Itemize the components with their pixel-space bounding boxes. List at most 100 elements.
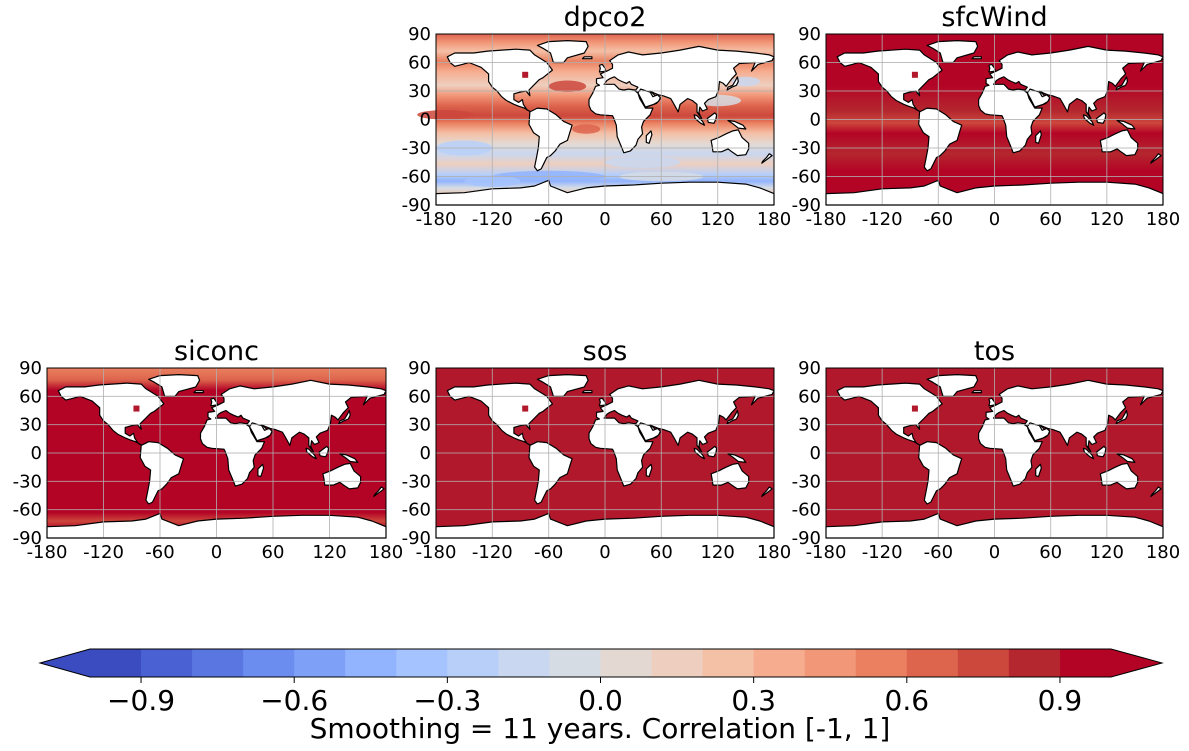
lon-tick-label: -120 <box>862 209 903 230</box>
lon-tick-label: -180 <box>27 542 68 563</box>
land-uk <box>598 397 607 407</box>
lon-tick-label: -180 <box>416 542 457 563</box>
map-panel-sos: sos 90 60 30 0 -30 -60 -90-180 -120 -60 0 60 120 180 <box>402 336 792 563</box>
map-frame <box>46 367 387 539</box>
land-newguinea <box>727 119 747 130</box>
lat-tick-label: 30 <box>408 81 431 102</box>
land-greenland <box>536 374 589 397</box>
lat-tick-label: -30 <box>402 138 431 159</box>
map-frame <box>825 367 1164 539</box>
lon-tick-label: 180 <box>1146 209 1180 230</box>
land-africa-eurasia <box>977 45 1164 154</box>
colorbar-swatch <box>192 649 244 677</box>
lat-tick-label: 0 <box>420 443 431 464</box>
lon-tick-label: -60 <box>145 542 174 563</box>
lat-tick-label: -60 <box>402 167 431 188</box>
land-madagascar <box>1035 463 1042 478</box>
land-north-america <box>446 382 554 446</box>
field-patch <box>417 110 474 120</box>
colorbar-tick-label: 0.6 <box>885 684 930 717</box>
lon-tick-label: -60 <box>534 542 563 563</box>
map-frame <box>825 33 1164 206</box>
great-lakes <box>522 71 529 78</box>
lon-tick-label: -60 <box>924 209 953 230</box>
land-africa-eurasia <box>588 45 775 154</box>
colorbar-tick-label: −0.3 <box>413 684 481 717</box>
map-panel-tos: tos 90 60 30 0 -30 -60 -90-180 -120 -60 0 60 120 180 <box>792 336 1181 563</box>
colorbar-swatch <box>141 649 193 677</box>
colorbar-swatch <box>804 649 857 677</box>
map-frame <box>435 367 775 539</box>
lon-tick-label: 0 <box>599 542 610 563</box>
colorbar-swatch <box>243 649 295 677</box>
colorbar-swatch <box>498 649 550 677</box>
colorbar-tick-label: −0.9 <box>107 684 175 717</box>
lat-tick-label: 90 <box>408 358 431 379</box>
land-japan <box>1115 409 1129 425</box>
lat-tick-label: -60 <box>792 500 821 521</box>
lon-tick-label: -120 <box>83 542 124 563</box>
land-north-america <box>836 382 943 446</box>
field-patch <box>731 76 760 87</box>
land-north-america <box>446 48 554 113</box>
colorbar-extend-high <box>1111 649 1162 677</box>
lon-tick-label: 60 <box>262 542 285 563</box>
colorbar-swatch <box>294 649 346 677</box>
lat-tick-label: 0 <box>810 110 821 131</box>
lon-tick-label: 120 <box>1090 542 1124 563</box>
map-title: dpco2 <box>564 2 647 33</box>
lat-tick-label: 60 <box>408 53 431 74</box>
lon-tick-label: -120 <box>472 542 513 563</box>
lat-tick-label: 90 <box>408 24 431 45</box>
colorbar-swatch <box>702 649 755 677</box>
lat-tick-label: -60 <box>402 500 431 521</box>
lat-tick-label: 30 <box>19 415 42 436</box>
gridlines <box>47 368 386 538</box>
land-iceland <box>193 390 204 394</box>
colorbar-swatch <box>753 649 806 677</box>
lat-tick-label: -30 <box>13 471 42 492</box>
lon-tick-label: 120 <box>700 542 734 563</box>
lon-tick-label: 60 <box>1039 542 1062 563</box>
lat-tick-label: -90 <box>402 528 431 549</box>
lon-tick-label: -180 <box>416 209 457 230</box>
lon-tick-label: 120 <box>1090 209 1124 230</box>
lon-tick-label: 60 <box>650 542 673 563</box>
map-panel-siconc: siconc 90 60 30 0 -30 -60 -90-180 -120 -60 0 60 120 1… <box>13 336 404 563</box>
colorbar-swatch <box>855 649 908 677</box>
lon-tick-label: 60 <box>650 209 673 230</box>
lat-tick-label: 30 <box>408 415 431 436</box>
land-greenland <box>926 39 979 64</box>
land-newguinea <box>339 453 359 463</box>
colorbar-tick-label: −0.6 <box>260 684 328 717</box>
land-newzealand <box>761 153 773 164</box>
map-panel-sfcwind: sfcWind 90 60 30 0 -30 -60 -90-180 -120 -60 0 60 120… <box>792 2 1181 230</box>
map-panel-dpco2: dpco2 90 60 30 0 -30 -60 -90-180 -120 -60 0 60 120 18… <box>402 2 792 230</box>
gridlines <box>826 368 1163 538</box>
lat-tick-label: 0 <box>810 443 821 464</box>
lon-tick-label: 0 <box>599 209 610 230</box>
land-iceland <box>971 56 983 60</box>
great-lakes <box>911 71 918 78</box>
land-newguinea <box>727 453 747 463</box>
map-title: sos <box>583 336 628 367</box>
land-uk <box>988 397 997 407</box>
colorbar-swatch <box>1059 649 1112 677</box>
land-japan <box>726 76 739 91</box>
lon-tick-label: -180 <box>806 542 847 563</box>
land-uk <box>210 397 218 407</box>
colorbar-extend-low <box>40 649 90 677</box>
gridlines <box>436 368 774 538</box>
land-africa-eurasia <box>199 379 387 487</box>
land-greenland <box>926 374 979 397</box>
lon-tick-label: -60 <box>924 542 953 563</box>
colorbar-swatch <box>957 649 1010 677</box>
lat-tick-label: 90 <box>19 358 42 379</box>
land-newzealand <box>373 486 385 497</box>
land-masses <box>435 374 775 539</box>
colorbar-swatch <box>1008 649 1061 677</box>
colorbar-swatch <box>90 649 142 677</box>
map-title: sfcWind <box>941 2 1047 33</box>
lon-tick-label: -120 <box>472 209 513 230</box>
great-lakes <box>911 405 918 412</box>
